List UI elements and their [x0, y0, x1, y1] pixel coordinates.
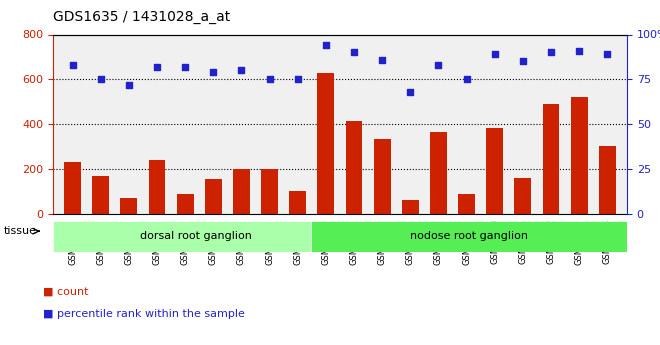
Point	[517, 59, 528, 64]
Bar	[514, 178, 531, 214]
Point	[546, 50, 556, 55]
Text: nodose root ganglion: nodose root ganglion	[410, 231, 528, 241]
Bar	[543, 104, 560, 214]
Text: ■ count: ■ count	[43, 287, 88, 296]
Bar	[317, 73, 334, 214]
FancyBboxPatch shape	[53, 221, 340, 252]
Point	[405, 89, 416, 95]
Bar	[599, 146, 616, 214]
Bar	[571, 97, 587, 214]
Point	[264, 77, 275, 82]
Bar	[289, 191, 306, 214]
Bar	[261, 169, 278, 214]
Point	[152, 64, 162, 70]
Point	[180, 64, 190, 70]
FancyBboxPatch shape	[312, 221, 627, 252]
Text: dorsal root ganglion: dorsal root ganglion	[141, 231, 252, 241]
Point	[377, 57, 387, 62]
Point	[490, 51, 500, 57]
Text: ■ percentile rank within the sample: ■ percentile rank within the sample	[43, 309, 245, 319]
Point	[348, 50, 359, 55]
Point	[602, 51, 612, 57]
Bar	[120, 198, 137, 214]
Point	[96, 77, 106, 82]
Point	[574, 48, 585, 53]
Bar	[148, 160, 166, 214]
Point	[208, 69, 218, 75]
Bar	[486, 128, 503, 214]
Point	[321, 42, 331, 48]
Text: GDS1635 / 1431028_a_at: GDS1635 / 1431028_a_at	[53, 10, 230, 24]
Point	[67, 62, 78, 68]
Bar	[92, 176, 109, 214]
Point	[123, 82, 134, 88]
Bar	[64, 162, 81, 214]
Bar	[205, 179, 222, 214]
Point	[461, 77, 472, 82]
Bar	[177, 194, 193, 214]
Bar	[402, 200, 418, 214]
Bar	[430, 132, 447, 214]
Point	[433, 62, 444, 68]
Bar	[346, 121, 362, 214]
Text: tissue: tissue	[3, 226, 36, 236]
Bar	[233, 169, 250, 214]
Point	[292, 77, 303, 82]
Bar	[374, 139, 391, 214]
Point	[236, 68, 247, 73]
Bar	[458, 194, 475, 214]
